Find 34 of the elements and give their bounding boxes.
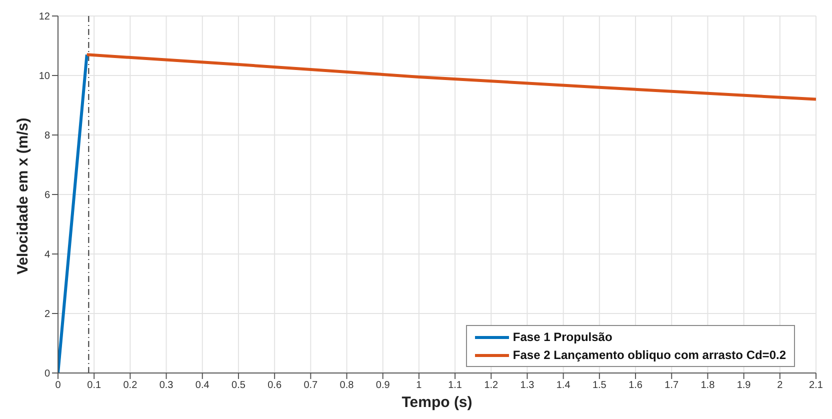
x-tick-label: 0.6 (268, 380, 282, 392)
x-tick-label: 0.3 (159, 380, 174, 392)
x-tick-label: 1.6 (628, 380, 643, 392)
x-tick-label: 1.3 (520, 380, 535, 392)
x-axis-title: Tempo (s) (402, 394, 472, 411)
legend-label: Fase 1 Propulsão (512, 329, 612, 346)
y-tick-label: 12 (38, 12, 50, 23)
y-tick-label: 8 (44, 130, 50, 142)
x-tick-label: 1.1 (448, 380, 462, 392)
x-tick-label: 2.1 (809, 380, 824, 392)
y-tick-label: 10 (38, 71, 50, 82)
x-tick-label: 1.9 (736, 380, 752, 392)
x-tick-label: 0.1 (87, 380, 102, 392)
x-tick-label: 0.7 (304, 380, 318, 392)
x-tick-label: 1.7 (664, 380, 680, 392)
x-tick-label: 1.5 (592, 380, 607, 392)
x-tick-label: 1 (416, 380, 422, 392)
legend-label: Fase 2 Lançamento obliquo com arrasto Cd=0.2 (512, 347, 786, 364)
y-tick-label: 2 (44, 309, 50, 320)
y-tick-label: 6 (44, 190, 50, 202)
x-tick-label: 0.2 (123, 380, 138, 392)
line-series (85, 53, 816, 101)
y-tick-label: 0 (44, 368, 50, 380)
x-tick-label: 0.4 (195, 380, 210, 392)
y-axis-title: Velocidade em x (m/s) (14, 118, 32, 274)
x-tick-label: 1.4 (556, 380, 571, 392)
x-tick-label: 0 (55, 380, 62, 392)
x-tick-label: 1.8 (700, 380, 716, 392)
x-tick-label: 2 (777, 380, 784, 392)
x-tick-label: 0.9 (376, 380, 390, 392)
x-tick-label: 1.2 (484, 380, 499, 392)
y-tick-label: 4 (44, 250, 50, 261)
x-tick-label: 0.8 (340, 380, 354, 392)
x-tick-label: 0.5 (232, 380, 246, 392)
